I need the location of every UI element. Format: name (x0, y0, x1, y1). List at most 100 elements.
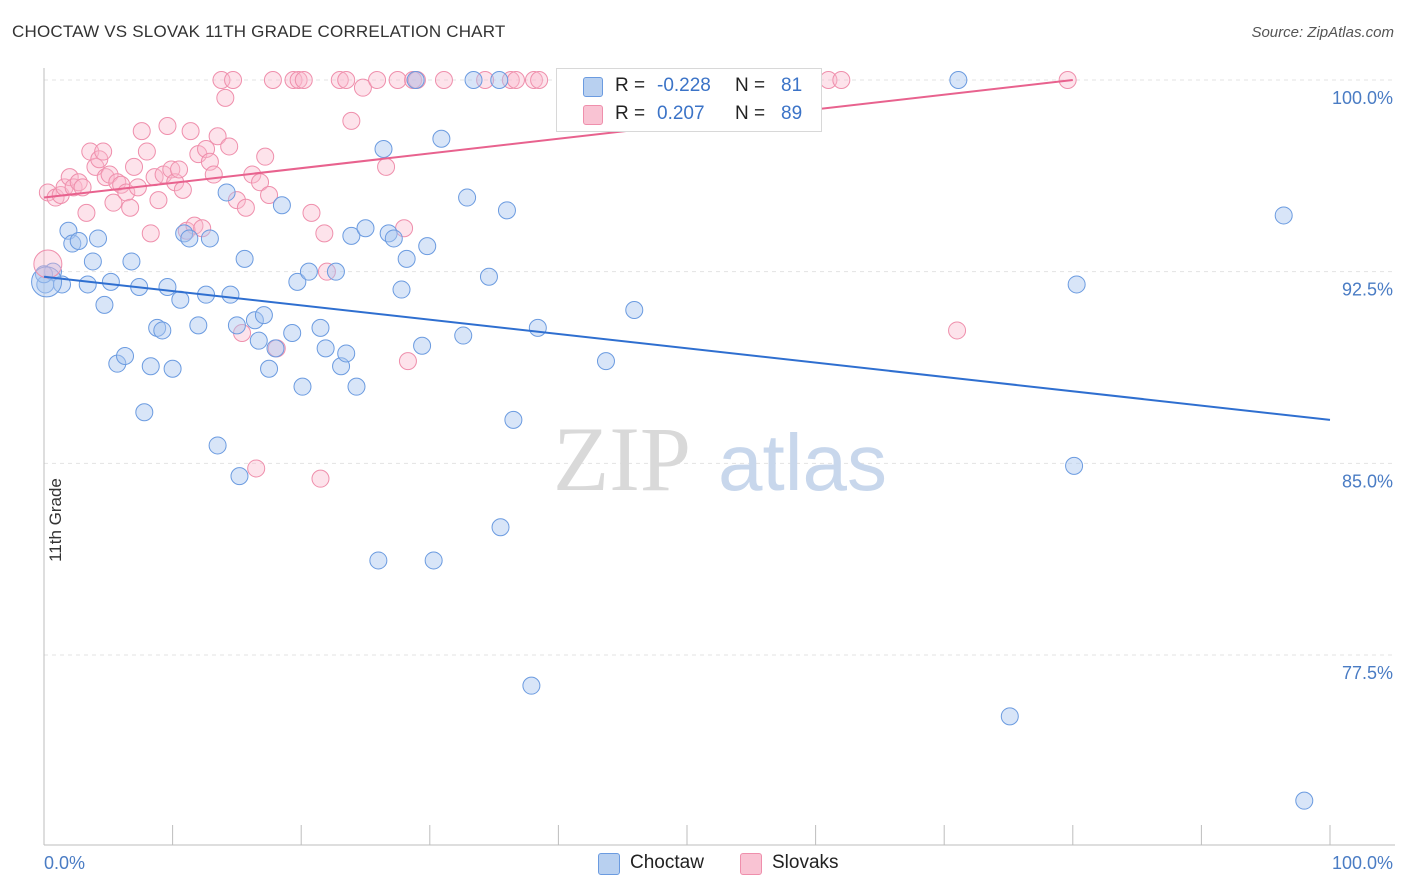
choctaw-point (272, 196, 291, 215)
y-tick-label: 85.0% (1342, 471, 1393, 491)
slovaks-point (284, 71, 303, 89)
slovaks-point (224, 71, 243, 89)
choctaw-point (95, 295, 114, 314)
choctaw-point (326, 262, 345, 281)
choctaw-point (504, 410, 523, 429)
choctaw-point (221, 285, 240, 304)
slovaks-point (388, 71, 407, 89)
choctaw-point (235, 249, 254, 268)
choctaw-point (479, 267, 498, 286)
choctaw-trend-line (43, 275, 1331, 421)
legend-label-slovaks: Slovaks (772, 852, 839, 873)
slovaks-point (227, 191, 246, 210)
legend-n-label: N = (735, 75, 766, 96)
slovaks-point (149, 191, 168, 210)
slovaks-point (832, 71, 851, 89)
choctaw-point (374, 140, 393, 158)
slovaks-point (77, 203, 96, 222)
y-tick-label: 77.5% (1342, 663, 1393, 683)
legend-n-label: N = (735, 103, 766, 124)
watermark-zip: ZIP (553, 408, 691, 510)
choctaw-point (596, 352, 615, 371)
legend-n-value-choctaw: 81 (781, 75, 803, 96)
slovaks-point (141, 224, 160, 243)
y-axis-label: 11th Grade (46, 478, 65, 562)
choctaw-point (141, 357, 160, 376)
slovaks-point (137, 142, 156, 161)
slovaks-point (170, 160, 189, 179)
choctaw-point (413, 336, 432, 355)
legend-n-value-slovaks: 89 (781, 103, 803, 124)
choctaw-point (180, 229, 199, 248)
slovaks-point (260, 186, 279, 204)
choctaw-point (464, 71, 483, 89)
choctaw-point (311, 318, 330, 337)
choctaw-point (266, 339, 285, 358)
choctaw-point (108, 354, 127, 373)
choctaw-point (458, 188, 477, 207)
trend-lines (43, 79, 1331, 421)
x-tick-label: 0.0% (44, 853, 85, 873)
choctaw-point (347, 377, 366, 396)
slovaks-point (263, 71, 282, 89)
slovaks-point (289, 71, 308, 89)
watermark: ZIP atlas (553, 408, 887, 510)
slovaks-point (948, 321, 967, 340)
choctaw-point (101, 272, 120, 291)
choctaw-point (217, 183, 236, 202)
slovaks-point (368, 71, 387, 89)
choctaw-point (299, 262, 318, 281)
slovaks-point (337, 71, 356, 89)
choctaw-point (208, 436, 227, 455)
choctaw-point (949, 71, 968, 89)
slovaks-point (64, 178, 83, 197)
choctaw-point (316, 339, 335, 358)
tick-labels: 100.0% 92.5% 85.0% 77.5% 0.0% 100.0% (44, 88, 1393, 873)
grid-lines (44, 79, 1395, 656)
choctaw-point (288, 272, 307, 291)
slovaks-point (104, 193, 123, 212)
slovaks-point (342, 111, 361, 130)
choctaw-legend-icon (598, 853, 620, 875)
choctaw-point (171, 290, 190, 309)
slovaks-point (530, 71, 549, 89)
slovaks-point (256, 147, 275, 166)
slovaks-point (524, 71, 543, 89)
choctaw-point (158, 278, 177, 296)
choctaw-point (69, 232, 88, 250)
legend-r-label: R = (615, 103, 646, 124)
choctaw-point (89, 229, 108, 248)
legend-label-choctaw: Choctaw (630, 852, 704, 873)
slovaks-point (208, 127, 227, 146)
choctaw-point (175, 224, 194, 243)
slovaks-point (121, 198, 140, 217)
choctaw-point (148, 318, 167, 337)
slovaks-point (216, 88, 235, 107)
choctaw-point (424, 551, 443, 570)
slovaks-legend-icon (740, 853, 762, 875)
choctaw-point (1295, 791, 1314, 810)
slovaks-point (125, 157, 144, 176)
slovaks-point (132, 122, 151, 141)
choctaw-point (356, 219, 375, 238)
y-axis-label-container: 11th Grade (6, 478, 65, 610)
choctaw-point (230, 467, 249, 486)
choctaw-point (200, 229, 219, 248)
choctaw-point (1067, 275, 1086, 294)
choctaw-point (254, 306, 273, 325)
choctaw-point (491, 518, 510, 537)
choctaw-point (78, 275, 97, 294)
slovaks-point (377, 157, 396, 176)
slovaks-point (73, 178, 92, 197)
slovaks-point (33, 249, 63, 279)
choctaw-swatch-icon (583, 77, 603, 97)
choctaw-point (135, 403, 154, 422)
slovaks-point (60, 168, 79, 187)
chart-title: CHOCTAW VS SLOVAK 11TH GRADE CORRELATION… (12, 22, 506, 41)
choctaw-point (522, 676, 541, 695)
choctaw-point (1274, 206, 1293, 225)
slovaks-point (193, 219, 212, 238)
choctaw-point (497, 201, 516, 220)
choctaw-point (392, 280, 411, 299)
